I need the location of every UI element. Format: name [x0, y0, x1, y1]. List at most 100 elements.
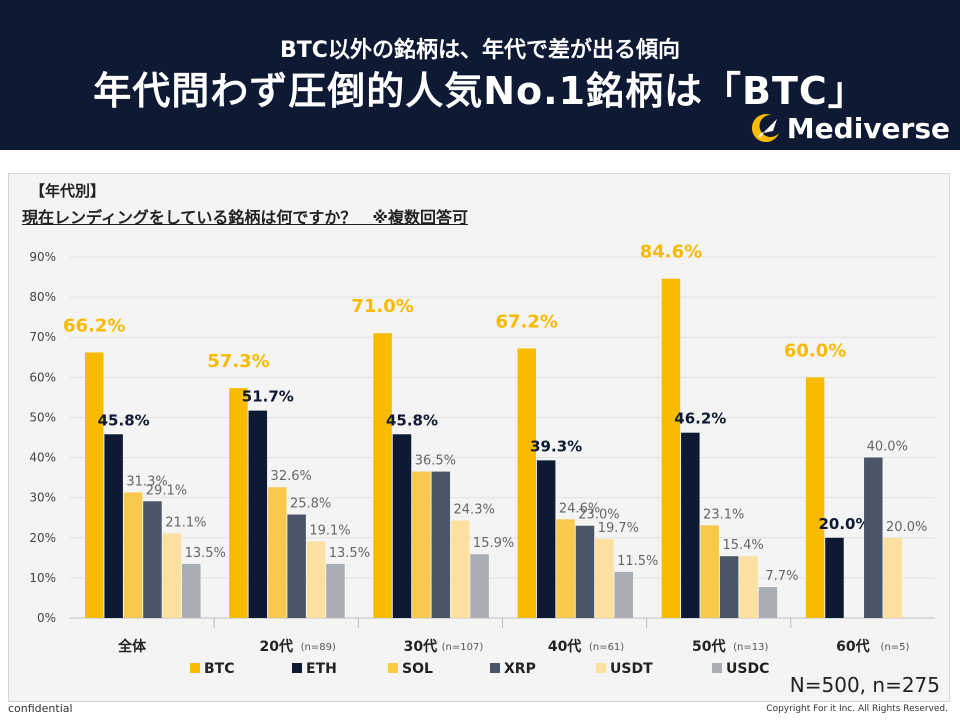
- bar-btc: [805, 377, 825, 618]
- legend-label: SOL: [402, 661, 433, 677]
- bar-btc: [661, 278, 681, 618]
- data-label: 31.3%: [126, 474, 167, 489]
- data-label: 7.7%: [765, 569, 798, 584]
- bar-eth: [392, 434, 412, 618]
- data-label: 67.2%: [496, 311, 558, 332]
- category-label: 20代: [260, 638, 293, 655]
- sample-size: N=500, n=275: [789, 673, 940, 697]
- bar-eth: [248, 410, 268, 618]
- bar-usdt: [450, 520, 470, 618]
- bar-usdt: [306, 541, 326, 618]
- moon-rocket-icon: [751, 114, 779, 143]
- bar-btc: [373, 333, 392, 618]
- y-tick-label: 80%: [29, 290, 56, 304]
- legend-label: USDT: [610, 661, 653, 677]
- bar-xrp: [287, 514, 306, 618]
- y-tick-label: 10%: [29, 571, 56, 585]
- data-label: 36.5%: [415, 454, 456, 469]
- data-label: 51.7%: [242, 388, 294, 406]
- y-tick-label: 30%: [29, 491, 56, 505]
- legend-swatch-sol: [388, 663, 398, 673]
- data-label: 11.5%: [617, 554, 658, 569]
- bar-sol: [556, 519, 575, 618]
- bar-xrp: [864, 457, 883, 618]
- data-label: 45.8%: [386, 411, 438, 429]
- legend-swatch-usdt: [596, 663, 606, 673]
- header-title: 年代問わず圧倒的人気No.1銘柄は「BTC」: [93, 69, 867, 113]
- bar-usdc: [326, 563, 345, 618]
- data-label: 40.0%: [867, 440, 908, 455]
- data-label: 20.0%: [818, 515, 870, 533]
- y-tick-label: 20%: [29, 531, 56, 545]
- data-label: 13.5%: [185, 546, 226, 561]
- bar-usdt: [595, 538, 614, 618]
- data-label: 13.5%: [329, 546, 370, 561]
- bar-xrp: [143, 501, 162, 618]
- copyright: Copyright For it Inc. All Rights Reserve…: [766, 704, 948, 714]
- category-label: 30代: [404, 638, 437, 655]
- bar-usdt: [739, 556, 758, 618]
- bar-btc: [517, 348, 536, 618]
- category-label: 60代: [836, 638, 869, 655]
- category-note: (n=61): [589, 642, 624, 653]
- y-tick-label: 0%: [37, 611, 56, 625]
- legend-label: ETH: [306, 661, 337, 677]
- bar-btc: [85, 352, 104, 618]
- confidential-label: confidential: [8, 702, 73, 715]
- data-label: 45.8%: [98, 411, 150, 429]
- y-tick-label: 70%: [29, 330, 56, 344]
- data-label: 29.1%: [146, 483, 187, 498]
- data-label: 66.2%: [63, 315, 125, 336]
- bar-btc: [229, 388, 248, 618]
- bar-xrp: [431, 471, 451, 618]
- category-note: (n=89): [301, 642, 336, 653]
- legend-label: USDC: [726, 661, 769, 677]
- data-label: 23.1%: [703, 507, 744, 522]
- data-label: 20.0%: [886, 520, 927, 535]
- data-label: 21.1%: [165, 515, 206, 530]
- bar-eth: [536, 460, 556, 618]
- y-tick-label: 40%: [29, 451, 56, 465]
- y-tick-label: 60%: [29, 370, 56, 384]
- bar-usdc: [470, 554, 489, 618]
- data-label: 24.3%: [454, 503, 495, 518]
- question-text: 現在レンディングをしている銘柄は何ですか？ ※複数回答可: [22, 208, 468, 227]
- y-tick-label: 90%: [29, 250, 56, 264]
- category-note: (n=107): [442, 642, 484, 653]
- bar-eth: [825, 537, 844, 618]
- data-label: 19.1%: [309, 523, 350, 538]
- data-label: 60.0%: [784, 340, 846, 361]
- mediverse-logo: Mediverse: [749, 110, 950, 146]
- bar-sol: [412, 471, 431, 618]
- data-label: 15.9%: [473, 536, 514, 551]
- bar-eth: [104, 434, 123, 618]
- data-label: 24.6%: [559, 501, 600, 516]
- category-note: (n=5): [880, 642, 909, 653]
- bar-usdc: [182, 563, 201, 618]
- header-banner: BTC以外の銘柄は、年代で差が出る傾向 年代問わず圧倒的人気No.1銘柄は「BT…: [0, 0, 960, 150]
- data-label: 15.4%: [722, 538, 763, 553]
- category-note: (n=13): [733, 642, 768, 653]
- legend-label: XRP: [504, 661, 536, 677]
- bar-usdc: [758, 587, 778, 618]
- bar-xrp: [575, 525, 595, 618]
- legend-label: BTC: [204, 661, 235, 677]
- legend-swatch-usdc: [712, 663, 722, 673]
- legend-swatch-xrp: [490, 663, 500, 673]
- bar-sol: [123, 492, 143, 618]
- data-label: 57.3%: [207, 351, 269, 372]
- bar-sol: [267, 487, 287, 618]
- legend-swatch-btc: [190, 663, 200, 673]
- bar-usdt: [883, 537, 902, 618]
- data-label: 32.6%: [271, 469, 312, 484]
- bar-sol: [700, 525, 719, 618]
- data-label: 71.0%: [351, 296, 413, 317]
- data-label: 46.2%: [674, 410, 726, 428]
- logo-text: Mediverse: [786, 111, 950, 145]
- bar-usdt: [162, 533, 182, 618]
- category-label: 【年代別】: [30, 182, 106, 200]
- data-label: 19.7%: [598, 521, 639, 536]
- bar-xrp: [719, 556, 739, 618]
- y-tick-label: 50%: [29, 410, 56, 424]
